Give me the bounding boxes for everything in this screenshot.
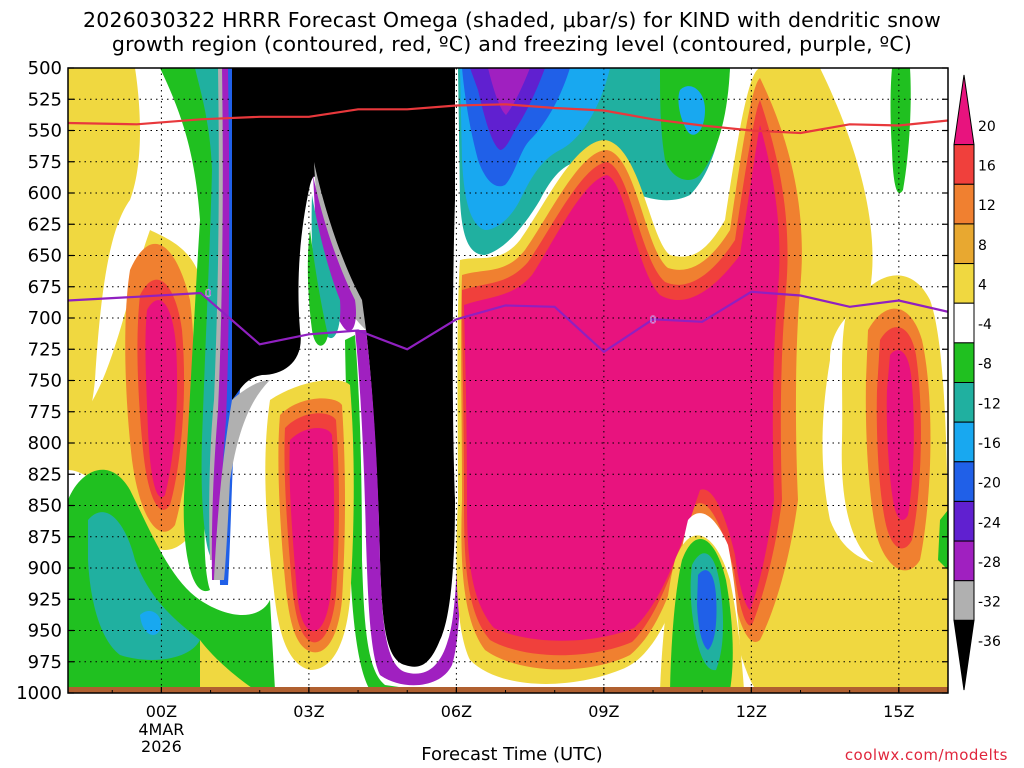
x-tick-label: 12Z	[736, 702, 767, 721]
contour-value-label: 0	[650, 313, 657, 326]
shade-right-green	[890, 68, 911, 194]
y-tick-label: 525	[28, 89, 62, 110]
y-tick-label: 550	[28, 121, 62, 142]
x-tick-label: 15Z	[883, 702, 914, 721]
y-tick-label: 775	[28, 402, 62, 423]
shade-spike-green	[307, 230, 328, 346]
pressure-axis: 500 525 550 575 600 625 650 675 700 725 750 775 800 8…	[16, 58, 948, 704]
ground-surface	[68, 687, 948, 693]
shade-big-pink	[464, 125, 780, 641]
shade-spike-purple	[313, 175, 356, 331]
contour-lines: 00	[68, 103, 948, 354]
x-tick-label: 03Z	[293, 702, 324, 721]
colorbar-swatch	[953, 183, 975, 225]
y-tick-label: 1000	[16, 683, 62, 704]
shade-right-pink	[886, 350, 914, 520]
colorbar-swatch	[953, 540, 975, 582]
colorbar-label: -12	[978, 396, 1001, 412]
colorbar-label: -28	[978, 555, 1001, 571]
y-tick-label: 825	[28, 464, 62, 485]
shade-trunk-edge	[355, 330, 462, 686]
colorbar-label: -20	[978, 476, 1001, 492]
contour-value-label: 0	[205, 287, 212, 300]
colorbar-label: -16	[978, 436, 1001, 452]
omega-shading	[68, 68, 948, 693]
colorbar-label: -32	[978, 595, 1001, 611]
y-tick-label: 950	[28, 621, 62, 642]
y-tick-label: 600	[28, 183, 62, 204]
colorbar-swatch	[953, 302, 975, 344]
site-credit: coolwx.com/modelts	[844, 746, 1008, 764]
colorbar-swatch	[953, 580, 975, 621]
colorbar-label: 12	[978, 198, 996, 214]
colorbar-swatch	[953, 500, 975, 542]
shade-left-yellow	[68, 68, 140, 470]
x-tick-label: 06Z	[441, 702, 472, 721]
shade-mid-pink	[289, 428, 335, 632]
colorbar-label: -24	[978, 515, 1001, 531]
y-tick-label: 925	[28, 589, 62, 610]
colorbar-swatch	[953, 461, 975, 502]
omega-colorbar: 20 16 12 8 4 -4 -8 -12 -16 -20 -24 -28 -32 -36	[953, 74, 1001, 691]
colorbar-label: 8	[978, 238, 987, 254]
contour-dendritic-snow-growth-region	[68, 103, 948, 135]
y-tick-label: 675	[28, 277, 62, 298]
shade-spike-gray	[314, 162, 366, 330]
colorbar-label: 16	[978, 158, 996, 174]
x-axis-label: Forecast Time (UTC)	[421, 744, 603, 765]
chart-title-line-2: growth region (contoured, red, ºC) and f…	[111, 32, 913, 56]
colorbar-label: 4	[978, 277, 987, 293]
y-tick-label: 975	[28, 652, 62, 673]
shade-right-green-2	[938, 510, 948, 570]
shade-lowerleft-teal	[88, 512, 200, 660]
y-tick-label: 900	[28, 558, 62, 579]
shade-lowerleft-yellow	[200, 640, 255, 690]
colorbar-swatch	[953, 421, 975, 463]
colorbar-label: -4	[978, 317, 992, 333]
shade-lowerleft-blue	[140, 610, 161, 635]
y-tick-label: 650	[28, 246, 62, 267]
shade-trunk-green	[345, 335, 420, 690]
colorbar-swatch	[953, 342, 975, 384]
y-tick-label: 700	[28, 308, 62, 329]
colorbar-swatch-top-arrow	[953, 74, 975, 146]
colorbar-label: -8	[978, 357, 992, 373]
contour-freezing-level	[68, 290, 948, 354]
y-tick-label: 800	[28, 433, 62, 454]
y-tick-label: 725	[28, 339, 62, 360]
shade-leftarm-gray	[214, 380, 270, 580]
colorbar-label: 20	[978, 119, 996, 135]
y-tick-label: 625	[28, 214, 62, 235]
shade-black-main	[232, 68, 455, 667]
chart-title-line-1: 2026030322 HRRR Forecast Omega (shaded, …	[82, 8, 942, 32]
grid-lines	[68, 68, 948, 693]
y-tick-label: 875	[28, 527, 62, 548]
colorbar-swatch	[953, 382, 975, 423]
y-tick-label: 575	[28, 152, 62, 173]
colorbar-swatch-bottom-arrow	[953, 619, 975, 691]
x-tick-sublabel: 4MAR	[138, 720, 184, 739]
colorbar-swatch	[953, 223, 975, 265]
x-tick-sublabel: 2026	[141, 737, 182, 756]
colorbar-label: -36	[978, 634, 1001, 650]
y-tick-label: 750	[28, 371, 62, 392]
x-tick-label: 09Z	[588, 702, 619, 721]
y-tick-label: 850	[28, 496, 62, 517]
y-tick-label: 500	[28, 58, 62, 79]
x-tick-label: 00Z	[146, 702, 177, 721]
colorbar-swatch	[953, 263, 975, 304]
shade-upper-magenta	[488, 68, 530, 115]
colorbar-swatch	[953, 144, 975, 185]
